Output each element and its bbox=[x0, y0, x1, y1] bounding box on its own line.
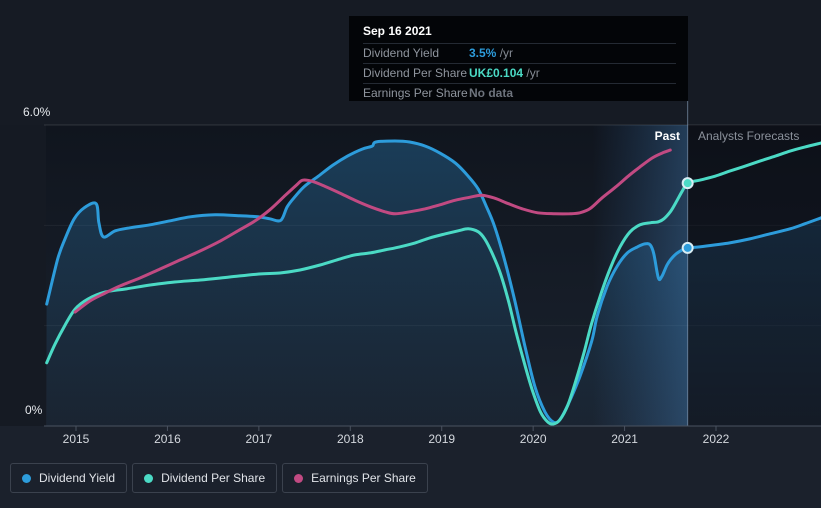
tooltip-label: Dividend Per Share bbox=[363, 66, 468, 80]
tooltip-value: No data bbox=[469, 86, 514, 100]
past-label: Past bbox=[654, 129, 680, 143]
tooltip-row-dividend-yield: Dividend Yield 3.5% /yr bbox=[363, 44, 676, 64]
legend-label: Dividend Yield bbox=[39, 471, 116, 485]
marker-dot-dividend-per-share[interactable] bbox=[681, 177, 694, 190]
x-axis-label: 2016 bbox=[154, 432, 181, 446]
legend-label: Dividend Per Share bbox=[161, 471, 266, 485]
forecast-region bbox=[687, 125, 821, 426]
legend-item-dividend-yield[interactable]: Dividend Yield bbox=[10, 463, 128, 493]
legend-label: Earnings Per Share bbox=[311, 471, 416, 485]
y-axis-label-max: 6.0% bbox=[23, 105, 51, 119]
legend-dot-dividend-per-share-icon bbox=[144, 473, 154, 483]
chart-tooltip: Sep 16 2021 Dividend Yield 3.5% /yr Divi… bbox=[349, 16, 688, 101]
x-axis-label: 2019 bbox=[428, 432, 455, 446]
x-axis-label: 2017 bbox=[246, 432, 273, 446]
legend-item-dividend-per-share[interactable]: Dividend Per Share bbox=[132, 463, 278, 493]
series-line-dividend-yield bbox=[45, 139, 821, 425]
marker-dot-dividend-yield[interactable] bbox=[681, 241, 694, 254]
x-axis-label: 2021 bbox=[611, 432, 638, 446]
series-line-earnings-per-share bbox=[73, 148, 672, 314]
legend-dot-dividend-yield-icon bbox=[22, 473, 31, 483]
tooltip-label: Earnings Per Share bbox=[363, 86, 468, 100]
analysts-forecasts-label: Analysts Forecasts bbox=[698, 129, 800, 143]
tooltip-label: Dividend Yield bbox=[363, 46, 440, 60]
tooltip-date: Sep 16 2021 bbox=[363, 21, 676, 44]
legend-dot-earnings-per-share-icon bbox=[294, 473, 304, 483]
x-axis-label: 2020 bbox=[520, 432, 547, 446]
legend-item-earnings-per-share[interactable]: Earnings Per Share bbox=[282, 463, 428, 493]
tooltip-value: UK£0.104 /yr bbox=[469, 66, 540, 80]
tooltip-row-earnings-per-share: Earnings Per Share No data bbox=[363, 84, 676, 103]
chart-legend: Dividend Yield Dividend Per Share Earnin… bbox=[10, 463, 428, 493]
y-axis-label-zero: 0% bbox=[25, 403, 43, 417]
x-axis-label: 2018 bbox=[337, 432, 364, 446]
tooltip-row-dividend-per-share: Dividend Per Share UK£0.104 /yr bbox=[363, 64, 676, 84]
chart-left-margin bbox=[0, 125, 46, 426]
x-axis-label: 2022 bbox=[703, 432, 730, 446]
tooltip-value: 3.5% /yr bbox=[469, 46, 514, 60]
series-line-dividend-per-share bbox=[45, 141, 821, 426]
x-axis-label: 2015 bbox=[63, 432, 90, 446]
